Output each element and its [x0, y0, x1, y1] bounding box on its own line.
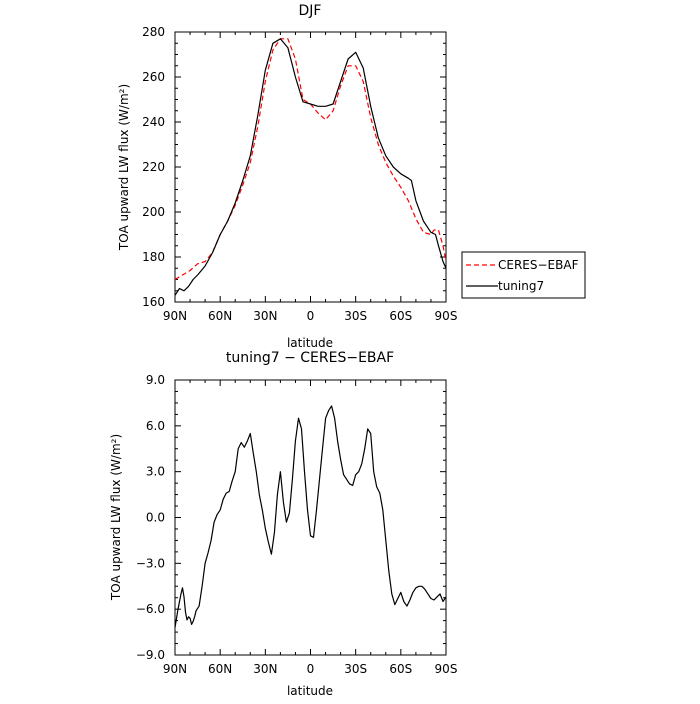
lower-panel: tuning7 − CERES−EBAF TOA upward LW flux …: [109, 350, 457, 698]
lower-y-tick-label: 6.0: [146, 419, 165, 433]
upper-y-tick-label: 280: [142, 25, 165, 39]
lower-x-tick-label: 30S: [344, 662, 367, 676]
lower-x-tick-label: 60N: [208, 662, 232, 676]
lower-y-tick-label: −3.0: [136, 556, 165, 570]
upper-x-tick-label: 90N: [163, 309, 187, 323]
lower-y-tick-label: 3.0: [146, 465, 165, 479]
upper-chart-title: DJF: [299, 3, 322, 19]
lower-x-tick-label: 0: [307, 662, 315, 676]
lower-x-axis-label: latitude: [287, 684, 333, 698]
lower-chart-title: tuning7 − CERES−EBAF: [226, 350, 394, 366]
upper-plot-frame: [174, 31, 447, 303]
lower-y-tick-label: −6.0: [136, 602, 165, 616]
upper-x-tick-label: 90S: [435, 309, 458, 323]
lower-y-tick-label: −9.0: [136, 648, 165, 662]
lower-y-axis-label: TOA upward LW flux (W/m²): [109, 434, 123, 601]
lower-y-tick-label: 0.0: [146, 511, 165, 525]
upper-y-tick-label: 220: [142, 160, 165, 174]
upper-axes: 90N 60N 30N 0 30S 60S 90S 160 180 200 220 240 260 280: [142, 25, 457, 323]
legend-ceres-label: CERES−EBAF: [498, 258, 579, 272]
upper-x-tick-label: 0: [307, 309, 315, 323]
lower-x-tick-label: 90S: [435, 662, 458, 676]
upper-y-tick-label: 260: [142, 70, 165, 84]
lower-axes: 90N 60N 30N 0 30S 60S 90S −9.0 −6.0 −3.0 0.0 3.0 6.0…: [136, 373, 458, 676]
upper-y-axis-label: TOA upward LW flux (W/m²): [117, 84, 131, 251]
upper-y-tick-label: 180: [142, 250, 165, 264]
lower-y-tick-label: 9.0: [146, 373, 165, 387]
upper-x-axis-label: latitude: [287, 336, 333, 350]
upper-x-tick-label: 30S: [344, 309, 367, 323]
upper-y-tick-label: 160: [142, 295, 165, 309]
upper-x-tick-label: 60N: [208, 309, 232, 323]
upper-series-line-1: [174, 38, 447, 281]
legend: CERES−EBAF tuning7: [461, 251, 586, 299]
upper-x-tick-label: 30N: [253, 309, 277, 323]
upper-y-tick-label: 240: [142, 115, 165, 129]
upper-x-tick-label: 60S: [389, 309, 412, 323]
lower-x-tick-label: 90N: [163, 662, 187, 676]
upper-panel: DJF TOA upward LW flux (W/m²) latitude 9…: [117, 3, 586, 350]
lower-x-tick-label: 60S: [389, 662, 412, 676]
legend-box: [461, 251, 586, 299]
lower-x-tick-label: 30N: [253, 662, 277, 676]
lower-series-group: [174, 405, 447, 628]
upper-series-group: [174, 38, 447, 296]
legend-tuning7-label: tuning7: [498, 279, 544, 293]
upper-series-line-2: [174, 38, 447, 296]
upper-y-tick-label: 200: [142, 205, 165, 219]
lower-series-line-1: [174, 405, 447, 628]
